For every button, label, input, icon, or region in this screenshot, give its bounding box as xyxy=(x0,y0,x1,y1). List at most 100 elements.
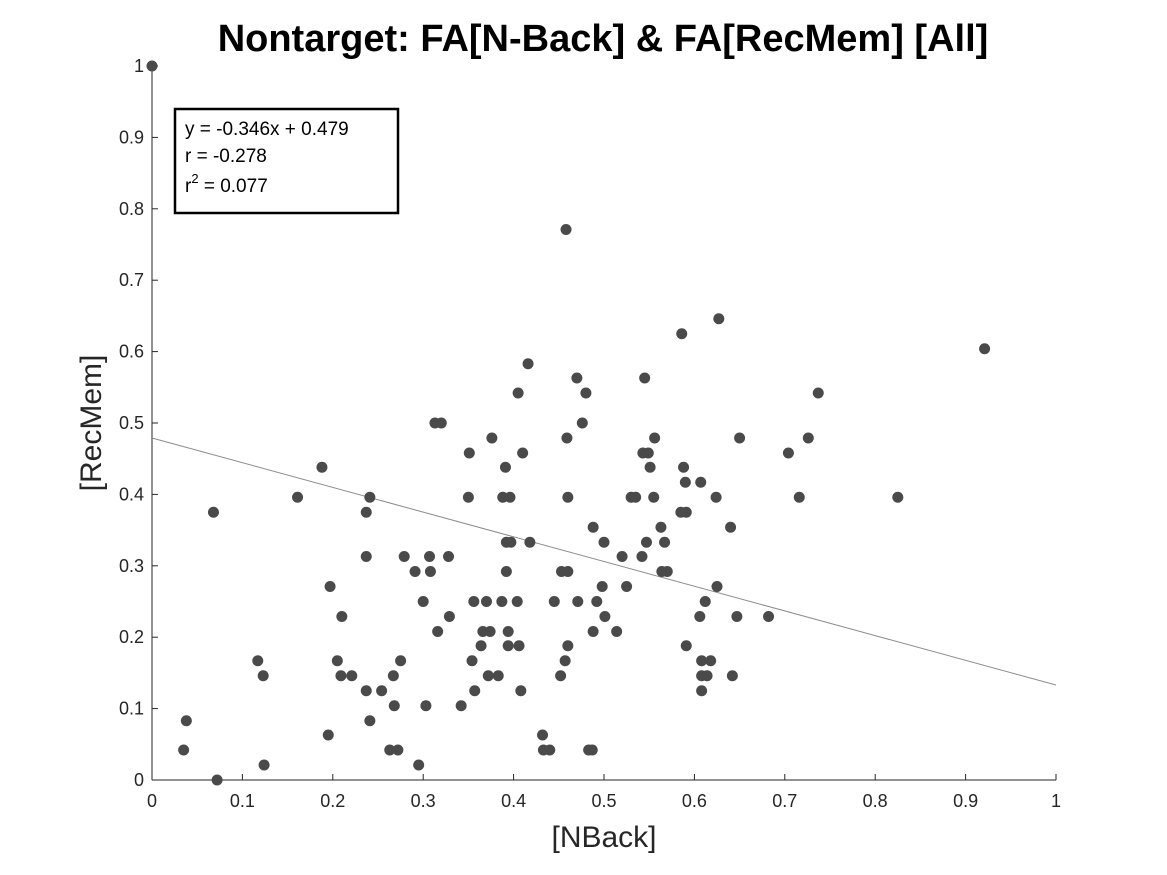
data-point xyxy=(644,461,656,473)
data-point xyxy=(642,447,654,459)
data-point xyxy=(324,581,336,593)
data-point xyxy=(463,447,475,459)
data-point xyxy=(360,551,372,563)
data-point xyxy=(734,432,746,444)
data-point xyxy=(486,432,498,444)
data-point xyxy=(763,610,775,622)
chart-title: Nontarget: FA[N-Back] & FA[RecMem] [All] xyxy=(218,18,989,60)
y-tick-label: 0.7 xyxy=(119,270,144,290)
data-point xyxy=(500,566,512,578)
data-point xyxy=(562,491,574,503)
data-point xyxy=(678,461,690,473)
x-tick-label: 0.2 xyxy=(320,791,345,811)
y-tick-label: 0.9 xyxy=(119,127,144,147)
data-point xyxy=(655,521,667,533)
data-point xyxy=(544,744,556,756)
data-point xyxy=(701,670,713,682)
data-point xyxy=(180,715,192,727)
data-point xyxy=(364,715,376,727)
data-point xyxy=(424,566,436,578)
y-tick-label: 0.5 xyxy=(119,413,144,433)
data-point xyxy=(346,670,358,682)
data-point xyxy=(505,536,517,548)
y-tick-label: 0.8 xyxy=(119,199,144,219)
data-point xyxy=(492,670,504,682)
data-point xyxy=(409,566,421,578)
data-point xyxy=(466,655,478,667)
data-point xyxy=(793,491,805,503)
data-point xyxy=(413,759,425,771)
data-point xyxy=(443,551,455,563)
data-point xyxy=(705,655,717,667)
data-point xyxy=(676,328,688,340)
data-point xyxy=(621,581,633,593)
data-point xyxy=(640,536,652,548)
data-point xyxy=(336,610,348,622)
data-point xyxy=(649,432,661,444)
data-point xyxy=(587,625,599,637)
data-point xyxy=(384,744,396,756)
data-point xyxy=(468,596,480,607)
data-point xyxy=(587,521,599,533)
data-points xyxy=(146,60,991,786)
data-point xyxy=(462,491,474,503)
data-point xyxy=(360,685,372,697)
data-point xyxy=(725,521,737,533)
data-point xyxy=(802,432,814,444)
data-point xyxy=(331,655,343,667)
y-tick-label: 0 xyxy=(134,770,144,790)
data-point xyxy=(420,700,432,712)
data-point xyxy=(316,461,328,473)
data-point xyxy=(392,744,404,756)
data-point xyxy=(482,670,494,682)
data-point xyxy=(387,670,399,682)
data-point xyxy=(499,461,511,473)
data-point xyxy=(511,596,523,607)
data-point xyxy=(376,685,388,697)
data-point xyxy=(432,625,444,637)
data-point xyxy=(586,744,598,756)
data-point xyxy=(680,640,692,652)
data-point xyxy=(571,372,583,384)
y-tick-label: 0.2 xyxy=(119,627,144,647)
data-point xyxy=(598,536,610,548)
data-point xyxy=(443,610,455,622)
data-point xyxy=(576,417,588,429)
data-point xyxy=(455,700,467,712)
data-point xyxy=(360,506,372,518)
data-point xyxy=(257,670,269,682)
data-point xyxy=(484,625,496,637)
y-tick-label: 1 xyxy=(134,56,144,76)
x-tick-label: 0.1 xyxy=(230,791,255,811)
stats-r-squared: r2 = 0.077 xyxy=(185,171,268,197)
data-point xyxy=(713,313,725,325)
data-point xyxy=(616,551,628,563)
stats-equation: y = -0.346x + 0.479 xyxy=(185,119,349,140)
data-point xyxy=(572,596,584,607)
x-tick-label: 0.7 xyxy=(772,791,797,811)
data-point xyxy=(322,729,334,741)
data-point xyxy=(892,491,904,503)
x-tick-label: 0 xyxy=(147,791,157,811)
data-point xyxy=(548,596,560,607)
data-point xyxy=(630,491,642,503)
y-tick-label: 0.1 xyxy=(119,699,144,719)
data-point xyxy=(699,596,711,607)
data-point xyxy=(711,581,723,593)
data-point xyxy=(979,343,991,355)
data-point xyxy=(611,625,623,637)
data-point xyxy=(258,759,270,771)
data-point xyxy=(599,610,611,622)
x-tick-label: 0.4 xyxy=(501,791,526,811)
data-point xyxy=(559,655,571,667)
x-tick-label: 0.9 xyxy=(953,791,978,811)
data-point xyxy=(504,491,516,503)
stats-r2-base: r xyxy=(185,176,192,197)
data-point xyxy=(435,417,447,429)
data-point xyxy=(580,387,592,399)
plot-area: 0 0.1 0.2 0.3 0.4 0.5 0.6 0.7 0.8 0.9 1 0 0.1 0.2 0.3… xyxy=(119,56,1061,811)
y-tick-label: 0.6 xyxy=(119,342,144,362)
data-point xyxy=(522,358,534,370)
x-tick-label: 0.8 xyxy=(863,791,888,811)
